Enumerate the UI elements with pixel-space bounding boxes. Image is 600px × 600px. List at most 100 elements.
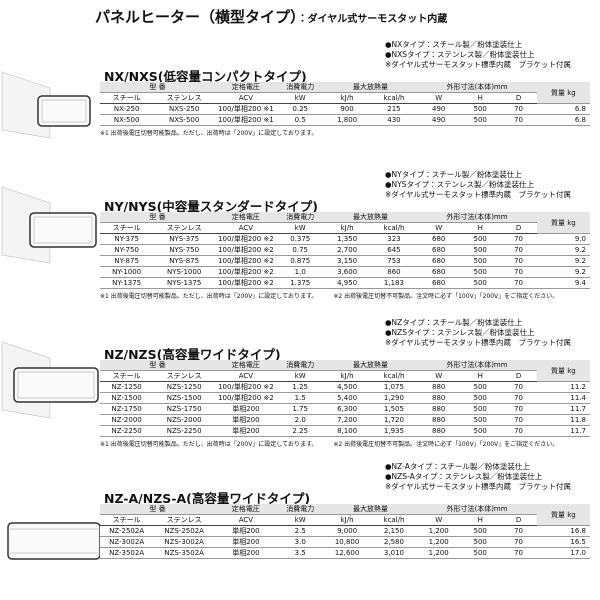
header-cell: D xyxy=(500,370,537,382)
note: ●NYSタイプ：ステンレス製／粉体塗装仕上 xyxy=(385,180,534,189)
cell: 1,290 xyxy=(370,392,418,404)
cell: 0.75 xyxy=(276,244,324,256)
cell: 2.25 xyxy=(276,425,324,437)
cell: 7,200 xyxy=(323,414,371,426)
cell: 100/単相200 ※1 xyxy=(215,114,277,126)
cell: 500 xyxy=(459,255,501,267)
note: ●NYタイプ：スチール製／粉体塗装仕上 xyxy=(385,170,522,179)
cell: NZS-3502A xyxy=(153,547,216,559)
header-cell: スチール xyxy=(100,222,154,234)
cell: NX-500 xyxy=(100,114,154,126)
cell: 単相200 xyxy=(215,525,277,537)
header-cell: W xyxy=(417,514,460,526)
cell: 70 xyxy=(500,114,537,126)
header-cell: kW xyxy=(276,222,324,234)
note: ※ダイヤル式サーモスタット標準内蔵 ブラケット付属 xyxy=(385,190,572,199)
header-cell: スチール xyxy=(100,92,154,104)
note: ●NZSタイプ：ステンレス製／粉体塗装仕上 xyxy=(385,328,535,337)
cell: 2,700 xyxy=(323,244,371,256)
cell: 500 xyxy=(459,233,501,245)
cell: 6.8 xyxy=(536,103,590,115)
cell: 880 xyxy=(417,425,460,437)
header-cell: 定格電圧 xyxy=(215,504,277,515)
cell: 5,400 xyxy=(323,392,371,404)
cell: 880 xyxy=(417,381,460,393)
data-row: NZ-3002A NZS-3002A 単相200 3.0 10,800 2,580 1,20… xyxy=(100,536,590,548)
header-cell: W xyxy=(417,92,460,104)
cell: NZS-3002A xyxy=(153,536,216,548)
header-cell: 質量 kg xyxy=(536,360,590,382)
cell: 11.2 xyxy=(536,381,590,393)
cell: 500 xyxy=(459,425,501,437)
header-cell: kJ/h xyxy=(323,222,371,234)
cell: 0.375 xyxy=(276,233,324,245)
spec-table: 型 番定格電圧 消費電力 最大放熱量 外形寸法(本体)mm 質量 kg スチール ステンレス… xyxy=(100,504,590,559)
cell: 70 xyxy=(500,414,537,426)
section-title: NZ/NZS(高容量ワイドタイプ) xyxy=(104,347,281,362)
header-cell: 型 番 xyxy=(100,82,216,93)
header-cell: H xyxy=(459,92,501,104)
cell: NZ-1250 xyxy=(100,381,154,393)
header-cell: 消費電力 xyxy=(276,360,324,371)
cell: NY-375 xyxy=(100,233,154,245)
cell: 70 xyxy=(500,381,537,393)
cell: 680 xyxy=(417,277,460,289)
header-cell: 最大放熱量 xyxy=(323,82,418,93)
spec-table: 型 番定格電圧 消費電力 最大放熱量 外形寸法(本体)mm 質量 kg スチール ステンレス… xyxy=(100,212,590,289)
cell: NY-875 xyxy=(100,255,154,267)
cell: 500 xyxy=(459,536,501,548)
notes: ●NXタイプ：スチール製／粉体塗装仕上 ●NXSタイプ：ステンレス製／粉体塗装仕上… xyxy=(385,40,571,70)
cell: 12,600 xyxy=(323,547,371,559)
cell: 4,500 xyxy=(323,381,371,393)
notes: ●NZタイプ：スチール製／粉体塗装仕上 ●NZSタイプ：ステンレス製／粉体塗装仕上… xyxy=(385,318,571,348)
footnotes: ※1 出荷後電圧切替可能製品。ただし、出荷時は「200V」に設定しております。 ※… xyxy=(100,293,574,301)
data-row: NY-750 NYS-750 100/単相200 ※2 0.75 2,700 645 680… xyxy=(100,244,590,256)
cell: NY-750 xyxy=(100,244,154,256)
cell: 2.5 xyxy=(276,525,324,537)
cell: 500 xyxy=(459,392,501,404)
cell: 9.2 xyxy=(536,255,590,267)
header-cell: ステンレス xyxy=(153,92,216,104)
cell: 490 xyxy=(417,103,460,115)
cell: 500 xyxy=(459,403,501,415)
cell: NYS-1375 xyxy=(153,277,216,289)
footnote: ※2 出荷後電圧切替不可製品。注文時に必ず「100V」「200V」をご指定くださ… xyxy=(333,441,559,448)
header-cell: 外形寸法(本体)mm xyxy=(417,504,537,515)
header-cell: kW xyxy=(276,370,324,382)
footnote: ※1 出荷後電圧切替可能製品。ただし、出荷時は「200V」に設定しております。 xyxy=(100,130,318,137)
cell: 70 xyxy=(500,244,537,256)
cell: 0.875 xyxy=(276,255,324,267)
header-cell: 消費電力 xyxy=(276,212,324,223)
cell: 1,183 xyxy=(370,277,418,289)
heater-icon xyxy=(1,186,97,264)
header-cell: 型 番 xyxy=(100,212,216,223)
header-cell: H xyxy=(459,514,501,526)
header-cell: ACV xyxy=(215,514,277,526)
header-cell: ACV xyxy=(215,222,277,234)
header-cell: kJ/h xyxy=(323,92,371,104)
header-cell: 質量 kg xyxy=(536,212,590,234)
cell: 500 xyxy=(459,244,501,256)
header-cell: 消費電力 xyxy=(276,82,324,93)
cell: 11.8 xyxy=(536,414,590,426)
cell: 3,010 xyxy=(370,547,418,559)
cell: NZS-1500 xyxy=(153,392,216,404)
data-row: NZ-2000 NZS-2000 単相200 2.0 7,200 1,720 880 500 7… xyxy=(100,414,590,426)
cell: 900 xyxy=(323,103,371,115)
cell: 9.2 xyxy=(536,244,590,256)
cell: NZS-2502A xyxy=(153,525,216,537)
header-cell: kcal/h xyxy=(370,222,418,234)
cell: 70 xyxy=(500,255,537,267)
cell: 680 xyxy=(417,255,460,267)
header-cell: 外形寸法(本体)mm xyxy=(417,82,537,93)
footnotes: ※1 出荷後電圧切替可能製品。ただし、出荷時は「200V」に設定しております。 xyxy=(100,130,333,138)
cell: 500 xyxy=(459,266,501,278)
cell: 17.0 xyxy=(536,547,590,559)
cell: 500 xyxy=(459,414,501,426)
header-cell: 型 番 xyxy=(100,360,216,371)
cell: 1,800 xyxy=(323,114,371,126)
cell: 753 xyxy=(370,255,418,267)
cell: 単相200 xyxy=(215,547,277,559)
data-row: NZ-1750 NZS-1750 単相200 1.75 6,300 1,505 880 500… xyxy=(100,403,590,415)
cell: 70 xyxy=(500,425,537,437)
